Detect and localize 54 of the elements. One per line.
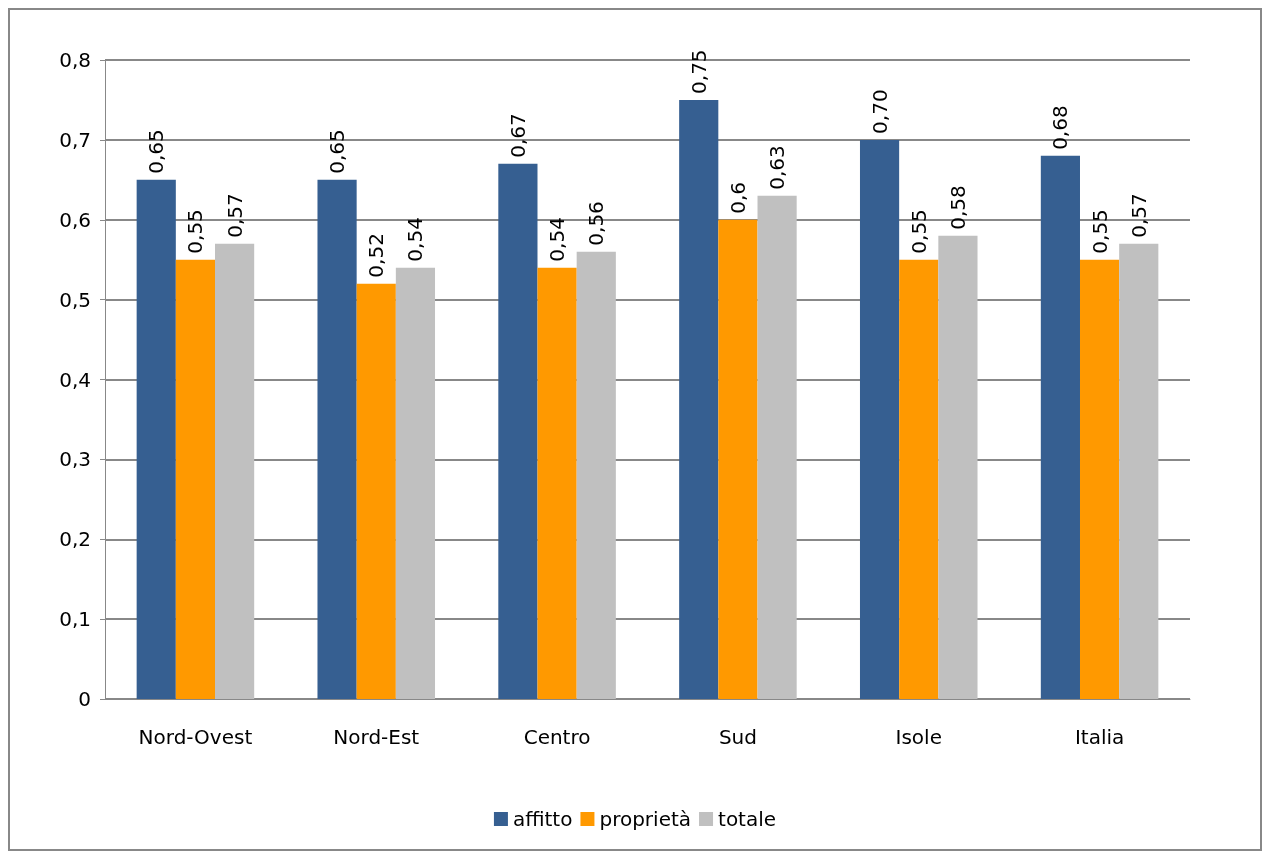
bar [356,283,396,699]
x-tick-label: Sud [718,725,757,749]
y-tick-label: 0,1 [59,607,91,632]
legend-label: totale [718,807,777,831]
x-tick-label: Isole [895,725,942,749]
bar [938,235,978,699]
y-tick-label: 0,8 [59,48,91,72]
data-label: 0,54 [403,217,428,262]
y-tick-label: 0 [78,687,91,711]
data-label: 0,57 [1126,193,1151,238]
bar [718,219,758,699]
bar [1119,243,1159,699]
y-tick-label: 0,4 [59,367,91,392]
bar [576,251,616,699]
x-tick-label: Centro [523,725,591,749]
bar [395,267,436,699]
x-tick-label: Nord-Est [333,725,420,749]
data-label: 0,68 [1048,105,1073,150]
legend-label: proprietà [599,807,692,831]
legend-label: affitto [512,807,573,831]
bar [498,163,538,699]
bar [899,259,939,699]
data-label: 0,70 [867,89,892,134]
data-label: 0,55 [1087,209,1112,254]
x-tick-label: Italia [1074,725,1125,749]
data-label: 0,65 [144,129,169,174]
bar [215,243,255,699]
y-tick-label: 0,2 [59,527,91,552]
data-label: 0,67 [505,113,530,158]
bar [679,99,719,699]
data-label: 0,55 [906,209,931,254]
x-tick-label: Nord-Ovest [138,725,253,749]
data-label: 0,52 [364,233,389,278]
y-tick-label: 0,5 [59,287,91,312]
data-label: 0,55 [183,209,208,254]
bar [1079,259,1120,699]
data-label: 0,54 [545,217,570,262]
bar [175,259,216,699]
bar [136,179,176,699]
y-tick-label: 0,6 [59,207,91,232]
data-label: 0,63 [765,145,790,190]
data-label: 0,65 [325,129,350,174]
bar [859,139,900,699]
data-label: 0,58 [945,185,970,230]
data-label: 0,57 [222,193,247,238]
data-label: 0,56 [584,201,609,246]
bar [757,195,797,699]
bar [537,267,577,699]
data-label: 0,6 [725,181,750,214]
bar [317,179,357,699]
y-tick-label: 0,3 [59,447,91,472]
data-label: 0,75 [686,49,711,94]
y-tick-label: 0,7 [59,127,91,152]
bar [1040,155,1080,699]
